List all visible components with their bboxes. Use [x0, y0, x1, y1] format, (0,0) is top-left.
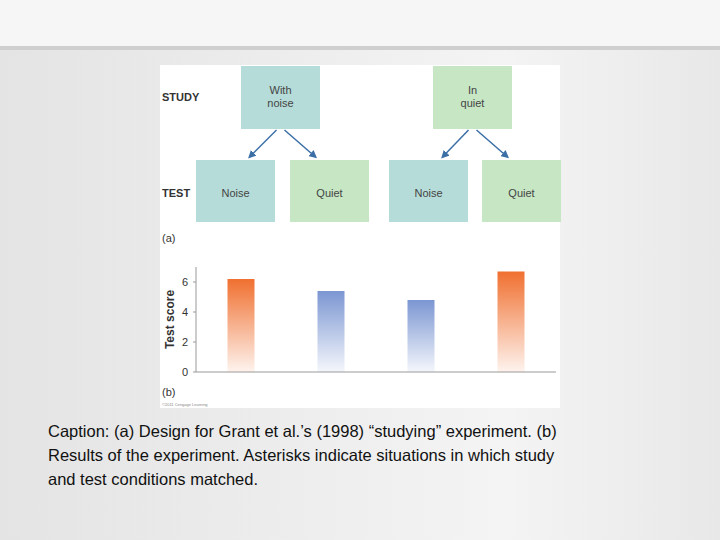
panel-label: (b) [162, 386, 175, 398]
row-label: TEST [162, 187, 190, 199]
caption-line: and test conditions matched. [48, 470, 258, 488]
study-box [241, 66, 320, 129]
y-tick [193, 282, 196, 283]
y-axis-line [196, 267, 197, 372]
arrow [477, 130, 508, 157]
y-tick-label: 2 [182, 336, 188, 348]
header-rule [0, 46, 720, 50]
row-label: STUDY [162, 91, 200, 103]
y-axis-title: Test score [163, 290, 177, 349]
test-box-label: Quiet [508, 187, 534, 199]
figure-panel [160, 65, 560, 408]
study-box-line: quiet [461, 97, 485, 109]
study-box [433, 66, 512, 129]
test-box [196, 160, 275, 222]
test-box-label: Noise [414, 187, 442, 199]
study-box-line: With [270, 84, 292, 96]
y-tick [193, 312, 196, 313]
study-box-line: noise [267, 97, 293, 109]
bars [228, 272, 525, 373]
bar [408, 300, 435, 372]
slide: STUDY TEST (a) Withnoise Inquiet Noise Quiet No… [0, 0, 720, 540]
y-tick [193, 372, 196, 373]
caption-line: Results of the experiment. Asterisks ind… [48, 446, 555, 464]
study-box-line: In [468, 84, 477, 96]
arrow [443, 130, 469, 157]
arrow [250, 130, 277, 157]
study-box-label: Withnoise [267, 84, 293, 109]
test-box-label: Noise [221, 187, 249, 199]
test-box [290, 160, 369, 222]
y-tick [193, 342, 196, 343]
study-box-label: Inquiet [461, 84, 485, 109]
caption-line: Caption: (a) Design for Grant et al.’s (… [48, 422, 557, 440]
bar [228, 279, 255, 372]
arrow [285, 130, 316, 157]
y-tick-label: 6 [182, 276, 188, 288]
y-tick-label: 0 [182, 366, 188, 378]
test-box [482, 160, 561, 222]
y-tick-label: 4 [182, 306, 188, 318]
bar [318, 291, 345, 372]
header-band [0, 0, 720, 46]
test-box [389, 160, 468, 222]
test-box-label: Quiet [316, 187, 342, 199]
credit: ©2011 Cengage Learning [162, 402, 208, 407]
panel-label: (a) [162, 232, 175, 244]
bar [498, 272, 525, 373]
